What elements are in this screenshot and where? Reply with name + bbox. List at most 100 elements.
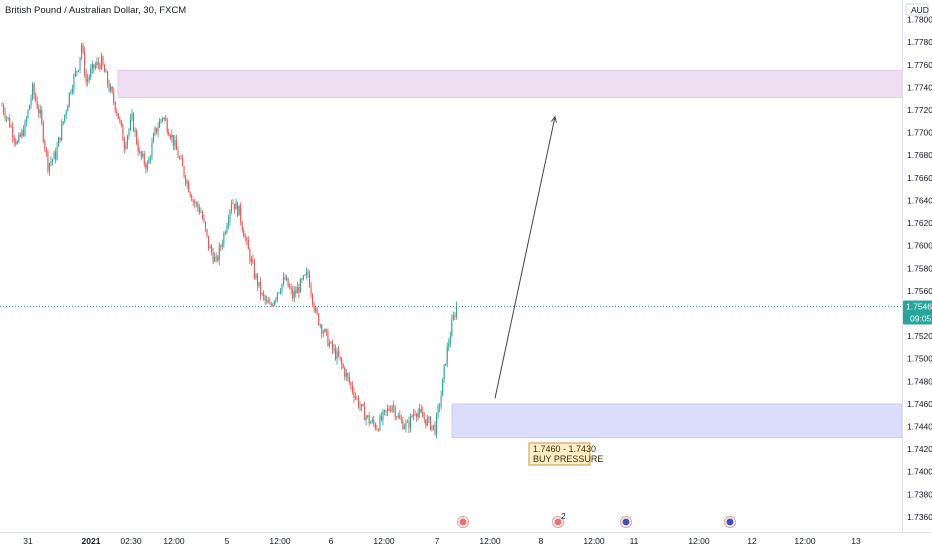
- price-tick-label: 1.74200: [907, 444, 932, 454]
- candle-body: [208, 235, 210, 249]
- candle-body: [85, 74, 87, 82]
- candle-body: [110, 86, 112, 91]
- candle-body: [286, 277, 288, 280]
- candle-body: [108, 83, 110, 91]
- candle-body: [301, 279, 303, 281]
- candle-body: [215, 256, 217, 258]
- candle-body: [431, 425, 433, 430]
- candle-body: [70, 92, 72, 94]
- candle-body: [67, 105, 69, 112]
- candle-body: [18, 134, 20, 142]
- candle-body: [162, 118, 164, 120]
- candle-body: [263, 293, 265, 297]
- time-tick-label: 12:00: [688, 536, 710, 546]
- candle-body: [214, 256, 216, 262]
- candle-body: [157, 127, 159, 133]
- candle-body: [212, 252, 214, 262]
- projection-arrow-head: [550, 115, 557, 123]
- candle-body: [373, 419, 375, 424]
- candle-body: [55, 152, 57, 160]
- price-tag: [903, 300, 932, 325]
- time-tick-label: 13: [851, 536, 861, 546]
- candle-body: [99, 65, 101, 70]
- candle-body: [310, 286, 312, 295]
- candle-body: [383, 410, 386, 412]
- candle-body: [45, 148, 47, 152]
- candle-body: [181, 158, 184, 167]
- candle-body: [318, 313, 320, 325]
- candle-body: [402, 420, 404, 430]
- candle-body: [62, 121, 64, 124]
- candle-body: [419, 408, 421, 414]
- candle-body: [284, 277, 286, 280]
- candle-body: [192, 200, 194, 202]
- candle-body: [428, 417, 430, 419]
- time-axis[interactable]: 31 2021 02:30 12:00 5 12:00 6 12:00 7 12:00 8 12:00…: [0, 532, 932, 547]
- au-flag-event-icon[interactable]: [620, 516, 632, 528]
- candle-body: [41, 109, 43, 123]
- candle-body: [370, 422, 372, 424]
- zone-label-box: [528, 442, 591, 466]
- time-tick-label: 12:00: [163, 536, 185, 546]
- candle-body: [281, 283, 283, 292]
- economic-events[interactable]: 2: [457, 511, 736, 528]
- candle-body: [417, 413, 419, 418]
- candle-body: [206, 229, 208, 236]
- candle-body: [79, 57, 81, 70]
- candle-body: [454, 315, 456, 317]
- candle-body: [338, 351, 340, 357]
- price-tick-label: 1.77800: [907, 37, 932, 47]
- uk-flag-event-icon[interactable]: [457, 516, 469, 528]
- event-count-badge: 2: [561, 511, 566, 521]
- candle-body: [177, 149, 179, 158]
- candle-body: [278, 292, 280, 294]
- candle-body: [435, 414, 438, 435]
- price-tick-label: 1.76800: [907, 150, 932, 160]
- candle-body: [446, 346, 448, 364]
- candle-body: [357, 397, 360, 407]
- price-tick-label: 1.74000: [907, 467, 932, 477]
- candle-body: [327, 331, 329, 346]
- candle-body: [324, 329, 326, 333]
- candle-body: [359, 406, 361, 408]
- time-tick-label: 12:00: [373, 536, 395, 546]
- candle-body: [344, 368, 346, 377]
- candle-body: [117, 113, 119, 119]
- price-tick-label: 1.74400: [907, 422, 932, 432]
- candle-body: [201, 212, 203, 219]
- price-axis[interactable]: AUD 1.780001.778001.776001.774001.772001…: [902, 0, 932, 532]
- candle-body: [232, 203, 234, 205]
- candle-body: [371, 419, 373, 423]
- candle-body: [74, 71, 76, 76]
- candle-body: [10, 126, 12, 128]
- price-tag-value: 1.75462: [906, 301, 932, 311]
- candle-body: [148, 158, 150, 164]
- candle-body: [413, 413, 415, 417]
- candle-body: [93, 63, 95, 68]
- candle-body: [36, 100, 38, 109]
- candle-body: [289, 286, 291, 289]
- candles-layer: [1, 42, 457, 439]
- candle-body: [87, 79, 89, 82]
- event-flag-fill: [459, 518, 467, 526]
- candle-body: [64, 114, 66, 122]
- candle-body: [140, 151, 142, 157]
- candle-body: [353, 391, 355, 398]
- candle-body: [134, 130, 136, 132]
- candle-body: [209, 246, 211, 249]
- candle-body: [4, 112, 6, 118]
- candle-body: [298, 287, 300, 293]
- candle-body: [168, 132, 170, 136]
- us-flag-event-icon[interactable]: 2: [552, 511, 567, 528]
- currency-badge: [905, 3, 929, 16]
- event-flag-fill: [554, 518, 562, 526]
- candle-body: [380, 416, 382, 421]
- candle-body: [227, 220, 229, 226]
- candle-body: [195, 202, 197, 204]
- au-flag-event-icon[interactable]: [724, 516, 736, 528]
- candle-body: [12, 126, 14, 138]
- candle-body: [296, 287, 298, 294]
- candle-body: [197, 202, 199, 208]
- candle-body: [295, 291, 297, 294]
